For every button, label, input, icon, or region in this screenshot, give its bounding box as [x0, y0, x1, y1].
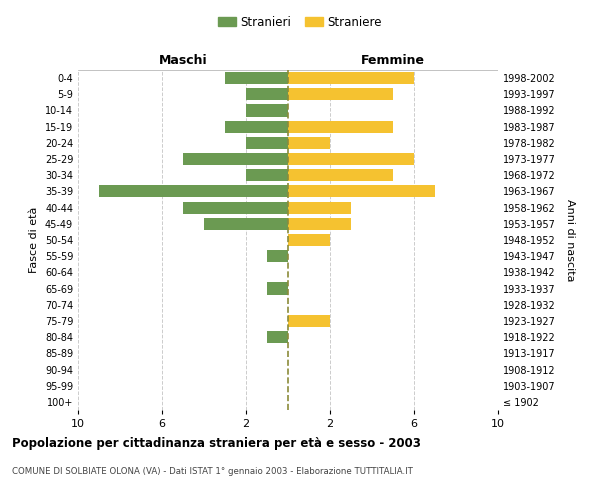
Bar: [225, 72, 288, 84]
Text: Maschi: Maschi: [158, 54, 208, 68]
Bar: [288, 315, 330, 327]
Bar: [246, 169, 288, 181]
Bar: [288, 169, 393, 181]
Bar: [288, 120, 393, 132]
Bar: [288, 186, 435, 198]
Bar: [225, 120, 288, 132]
Bar: [246, 88, 288, 101]
Bar: [267, 282, 288, 294]
Bar: [288, 137, 330, 149]
Bar: [204, 218, 288, 230]
Bar: [288, 88, 393, 101]
Bar: [267, 250, 288, 262]
Y-axis label: Anni di nascita: Anni di nascita: [565, 198, 575, 281]
Bar: [183, 202, 288, 213]
Legend: Stranieri, Straniere: Stranieri, Straniere: [213, 11, 387, 34]
Text: Popolazione per cittadinanza straniera per età e sesso - 2003: Popolazione per cittadinanza straniera p…: [12, 438, 421, 450]
Bar: [288, 153, 414, 165]
Bar: [267, 331, 288, 343]
Bar: [246, 104, 288, 117]
Bar: [99, 186, 288, 198]
Bar: [288, 234, 330, 246]
Bar: [288, 202, 351, 213]
Text: COMUNE DI SOLBIATE OLONA (VA) - Dati ISTAT 1° gennaio 2003 - Elaborazione TUTTIT: COMUNE DI SOLBIATE OLONA (VA) - Dati IST…: [12, 468, 413, 476]
Y-axis label: Fasce di età: Fasce di età: [29, 207, 39, 273]
Bar: [288, 218, 351, 230]
Bar: [288, 72, 414, 84]
Bar: [183, 153, 288, 165]
Bar: [246, 137, 288, 149]
Text: Femmine: Femmine: [361, 54, 425, 68]
